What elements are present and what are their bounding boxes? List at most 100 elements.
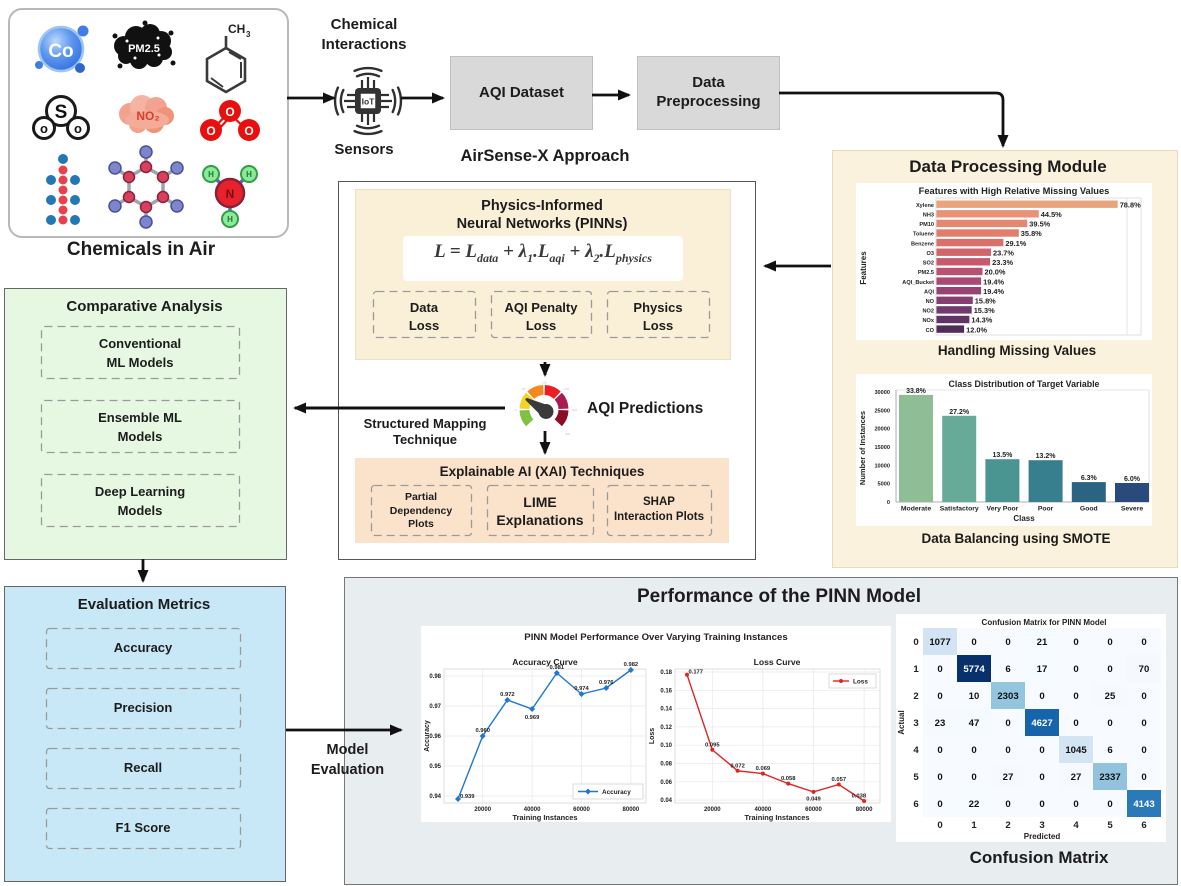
svg-text:CO: CO bbox=[926, 328, 935, 334]
svg-text:23.3%: 23.3% bbox=[992, 258, 1013, 267]
svg-text:21: 21 bbox=[1037, 637, 1048, 648]
svg-text:0: 0 bbox=[1141, 691, 1146, 702]
svg-text:0.08: 0.08 bbox=[660, 762, 672, 768]
svg-text:0.04: 0.04 bbox=[660, 798, 672, 804]
svg-text:27.2%: 27.2% bbox=[949, 409, 970, 416]
svg-text:0: 0 bbox=[887, 500, 890, 506]
svg-text:0: 0 bbox=[1107, 664, 1112, 675]
svg-text:PM2.5: PM2.5 bbox=[918, 270, 934, 276]
svg-text:Co: Co bbox=[48, 41, 73, 62]
svg-text:0: 0 bbox=[1005, 718, 1010, 729]
svg-text:H: H bbox=[208, 170, 214, 179]
svg-text:0: 0 bbox=[1073, 799, 1078, 810]
svg-text:23: 23 bbox=[935, 718, 946, 729]
svg-text:0: 0 bbox=[515, 408, 517, 412]
svg-text:0: 0 bbox=[971, 772, 976, 783]
svg-text:25: 25 bbox=[1105, 691, 1116, 702]
svg-text:150: 150 bbox=[564, 387, 569, 391]
svg-text:78.8%: 78.8% bbox=[1120, 200, 1141, 209]
svg-text:SO2: SO2 bbox=[923, 261, 934, 267]
svg-text:Moderate: Moderate bbox=[901, 506, 931, 513]
svg-text:H: H bbox=[227, 215, 233, 224]
svg-text:0.95: 0.95 bbox=[429, 764, 441, 770]
svg-text:0.96: 0.96 bbox=[429, 734, 441, 740]
svg-text:60000: 60000 bbox=[805, 807, 822, 813]
svg-text:0.16: 0.16 bbox=[660, 688, 672, 694]
svg-text:Number of Instances: Number of Instances bbox=[858, 411, 867, 485]
svg-text:CH: CH bbox=[228, 22, 245, 36]
svg-text:Features with High Relative Mi: Features with High Relative Missing Valu… bbox=[919, 186, 1110, 196]
svg-text:19.4%: 19.4% bbox=[983, 287, 1004, 296]
svg-text:35.8%: 35.8% bbox=[1021, 229, 1042, 238]
svg-text:200: 200 bbox=[572, 408, 577, 412]
svg-text:14.3%: 14.3% bbox=[971, 316, 992, 325]
svg-text:0: 0 bbox=[1073, 691, 1078, 702]
svg-text:Loss: Loss bbox=[649, 728, 656, 744]
svg-text:4: 4 bbox=[913, 745, 919, 756]
svg-text:5000: 5000 bbox=[878, 482, 890, 488]
svg-text:27: 27 bbox=[1071, 772, 1082, 783]
svg-text:NO2: NO2 bbox=[922, 309, 934, 315]
svg-text:Poor: Poor bbox=[1038, 506, 1054, 513]
svg-text:0: 0 bbox=[937, 745, 942, 756]
svg-text:6: 6 bbox=[1107, 745, 1112, 756]
svg-text:PINN Model Performance Over Va: PINN Model Performance Over Varying Trai… bbox=[524, 632, 787, 643]
svg-text:0: 0 bbox=[937, 664, 942, 675]
svg-text:0: 0 bbox=[937, 691, 942, 702]
svg-text:NO₂: NO₂ bbox=[136, 109, 159, 123]
svg-text:Accuracy Curve: Accuracy Curve bbox=[512, 657, 578, 667]
svg-text:1045: 1045 bbox=[1065, 745, 1087, 756]
svg-text:NOx: NOx bbox=[922, 318, 934, 324]
svg-text:27: 27 bbox=[1003, 772, 1014, 783]
svg-text:0: 0 bbox=[1039, 799, 1044, 810]
svg-text:NH3: NH3 bbox=[923, 213, 934, 219]
svg-text:6.3%: 6.3% bbox=[1081, 475, 1098, 482]
svg-text:Actual: Actual bbox=[897, 710, 906, 734]
svg-text:Features: Features bbox=[859, 251, 868, 285]
svg-text:0.94: 0.94 bbox=[429, 794, 441, 800]
svg-text:0: 0 bbox=[1141, 745, 1146, 756]
svg-text:O: O bbox=[225, 105, 234, 119]
svg-text:0.981: 0.981 bbox=[550, 665, 565, 671]
svg-text:Toluene: Toluene bbox=[913, 232, 934, 238]
svg-text:o: o bbox=[74, 121, 82, 136]
svg-text:10000: 10000 bbox=[874, 463, 890, 469]
svg-text:0: 0 bbox=[1107, 637, 1112, 648]
svg-text:0.939: 0.939 bbox=[460, 794, 475, 800]
svg-text:6.0%: 6.0% bbox=[1124, 476, 1141, 483]
svg-text:33.8%: 33.8% bbox=[906, 388, 927, 395]
svg-text:0.976: 0.976 bbox=[599, 680, 614, 686]
svg-text:0: 0 bbox=[1005, 745, 1010, 756]
svg-text:O: O bbox=[206, 124, 215, 138]
svg-text:0.058: 0.058 bbox=[781, 776, 796, 782]
svg-text:0: 0 bbox=[937, 772, 942, 783]
svg-text:44.5%: 44.5% bbox=[1041, 210, 1062, 219]
svg-text:1: 1 bbox=[971, 820, 977, 831]
svg-text:0.095: 0.095 bbox=[705, 742, 720, 748]
svg-text:0: 0 bbox=[1039, 772, 1044, 783]
svg-text:0.974: 0.974 bbox=[574, 686, 589, 692]
svg-text:0: 0 bbox=[1107, 718, 1112, 729]
svg-text:6: 6 bbox=[1005, 664, 1010, 675]
svg-text:0: 0 bbox=[1073, 637, 1078, 648]
svg-text:29.1%: 29.1% bbox=[1005, 239, 1026, 248]
svg-text:0: 0 bbox=[1039, 691, 1044, 702]
svg-text:o: o bbox=[40, 121, 48, 136]
svg-text:0: 0 bbox=[1039, 745, 1044, 756]
svg-text:Class Distribution of Target V: Class Distribution of Target Variable bbox=[949, 379, 1100, 389]
svg-text:4627: 4627 bbox=[1031, 718, 1052, 729]
svg-text:10: 10 bbox=[969, 691, 980, 702]
svg-text:0.14: 0.14 bbox=[660, 707, 672, 713]
svg-text:15.3%: 15.3% bbox=[974, 306, 995, 315]
svg-text:Loss Curve: Loss Curve bbox=[754, 657, 801, 667]
svg-text:0: 0 bbox=[971, 745, 976, 756]
svg-text:0.98: 0.98 bbox=[429, 674, 441, 680]
svg-text:0.049: 0.049 bbox=[806, 796, 821, 802]
svg-text:O: O bbox=[244, 124, 253, 138]
svg-text:30000: 30000 bbox=[874, 390, 890, 396]
svg-text:4143: 4143 bbox=[1133, 799, 1154, 810]
svg-text:15.8%: 15.8% bbox=[975, 297, 996, 306]
svg-text:70: 70 bbox=[1139, 664, 1150, 675]
svg-text:NO: NO bbox=[926, 299, 935, 305]
svg-text:0: 0 bbox=[1141, 772, 1146, 783]
